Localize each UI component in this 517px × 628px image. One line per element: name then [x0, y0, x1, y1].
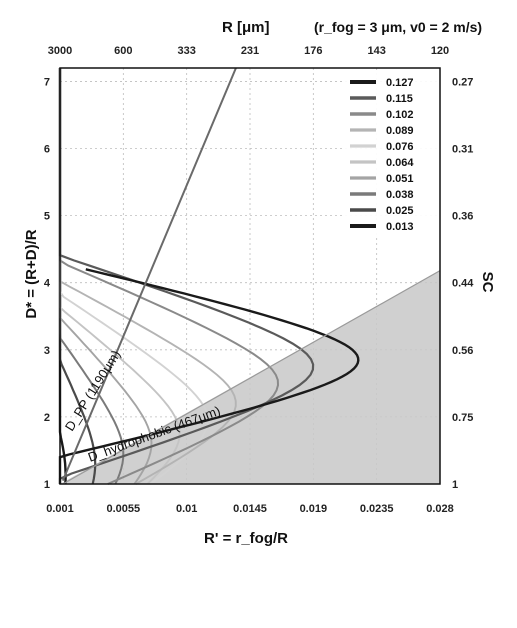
- reference-line-dpp: [61, 67, 237, 482]
- right-tick-label: 0.36: [452, 211, 473, 223]
- x-tick-label: 0.0145: [233, 503, 267, 515]
- reference-line-dhydrophobic: [62, 270, 441, 485]
- y-tick-label: 2: [44, 412, 50, 424]
- y-tick-label: 5: [44, 211, 50, 223]
- right-tick-label: 0.31: [452, 144, 473, 156]
- shaded-region: [60, 270, 440, 484]
- legend-label: 0.025: [386, 205, 414, 217]
- y-tick-label: 6: [44, 144, 50, 156]
- y-tick-label: 4: [44, 278, 51, 290]
- legend-label: 0.076: [386, 141, 414, 153]
- top-tick-label: 176: [304, 45, 322, 57]
- right-tick-label: 0.75: [452, 412, 473, 424]
- y-axis-label: D* = (R+D)/R: [23, 229, 40, 318]
- top-tick-label: 143: [367, 45, 385, 57]
- top-tick-label: 333: [177, 45, 195, 57]
- top-tick-label: 231: [241, 45, 259, 57]
- legend-label: 0.064: [386, 157, 414, 169]
- right-tick-label: 0.56: [452, 345, 473, 357]
- tick-labels: 0.00130000.00556000.013330.01452310.0191…: [44, 45, 474, 515]
- top-axis-params: (r_fog = 3 μm, v0 = 2 m/s): [314, 19, 482, 35]
- x-axis-label: R' = r_fog/R: [204, 530, 288, 547]
- x-tick-label: 0.028: [426, 503, 454, 515]
- plot-frame: [59, 67, 441, 485]
- top-axis-label: R [μm]: [222, 19, 270, 36]
- top-tick-label: 600: [114, 45, 132, 57]
- top-tick-label: 3000: [48, 45, 72, 57]
- right-axis-label: SC: [479, 272, 496, 293]
- shaded-area: [60, 270, 440, 484]
- contour-0.127: [58, 268, 360, 484]
- right-tick-label: 1: [452, 479, 458, 491]
- x-tick-label: 0.0235: [360, 503, 394, 515]
- legend-label: 0.038: [386, 189, 414, 201]
- y-tick-label: 1: [44, 479, 50, 491]
- right-tick-label: 0.27: [452, 76, 473, 88]
- x-tick-label: 0.0055: [107, 503, 141, 515]
- x-tick-label: 0.019: [300, 503, 328, 515]
- top-tick-label: 120: [431, 45, 449, 57]
- x-tick-label: 0.01: [176, 503, 197, 515]
- legend-label: 0.127: [386, 77, 414, 89]
- legend-label: 0.013: [386, 221, 414, 233]
- legend-label: 0.102: [386, 109, 414, 121]
- y-tick-label: 7: [44, 76, 50, 88]
- right-tick-label: 0.44: [452, 278, 474, 290]
- reference-lines: [61, 67, 441, 485]
- y-tick-label: 3: [44, 345, 50, 357]
- legend-label: 0.051: [386, 173, 414, 185]
- legend-label: 0.115: [386, 93, 413, 105]
- legend: 0.127 0.115 0.102 0.089 0.076 0.064 0.051 0.038…: [344, 72, 438, 238]
- legend-label: 0.089: [386, 125, 414, 137]
- x-tick-label: 0.001: [46, 503, 74, 515]
